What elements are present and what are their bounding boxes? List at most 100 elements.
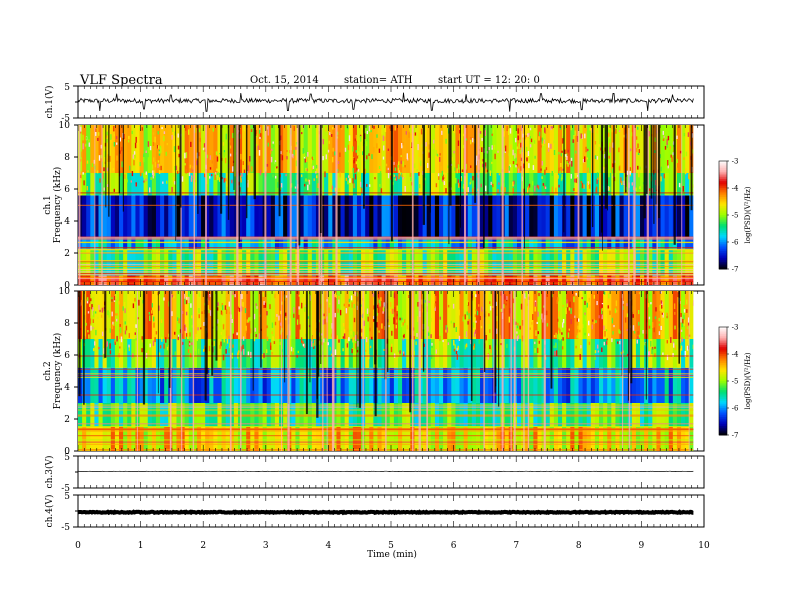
ch1-spectrogram-speckle	[86, 160, 89, 164]
ch2-spectrogram-speckle	[402, 322, 404, 326]
ch2-spectrogram-speckle	[666, 312, 668, 317]
ch2-spectrogram-cell	[652, 427, 658, 451]
ch2-spectrogram-streak	[157, 291, 159, 394]
ch2-spectrogram-speckle	[642, 330, 644, 334]
ch1-spectrogram-speckle	[358, 155, 360, 160]
ch2-spectrogram-colorbar-cell	[719, 359, 727, 362]
ch2-spectrogram-cell	[615, 291, 621, 339]
ch1-spectrogram-speckle	[171, 135, 173, 140]
ch1-spectrogram-cell	[336, 173, 342, 196]
ch1-spectrogram-speckle	[143, 153, 145, 157]
ch1-spectrogram-colorbar-cell	[719, 238, 727, 241]
ch1-spectrogram-speckle	[492, 128, 494, 134]
ch1-spectrogram-speckle	[247, 182, 249, 188]
ch1-spectrogram-cell	[689, 195, 694, 237]
ch1-spectrogram-streak	[624, 125, 627, 193]
ch1-spectrogram-cell	[307, 125, 313, 173]
ch1-spectrogram-speckle	[503, 131, 505, 137]
ch2-spectrogram-speckle	[115, 294, 117, 300]
ch1-spectrogram-speckle	[676, 135, 678, 139]
ch2-spectrogram-speckle	[292, 351, 294, 355]
ch2-spectrogram-speckle	[420, 351, 423, 356]
ch2-spectrogram-speckle	[369, 345, 372, 349]
ch1-spectrogram-cell	[246, 249, 251, 276]
ch1-spectrogram-speckle	[596, 178, 598, 184]
ch1-spectrogram-speckle	[637, 152, 640, 155]
ch1-spectrogram-cell	[106, 237, 112, 250]
ch1-spectrogram-streak	[474, 125, 477, 203]
ch1-spectrogram-speckle	[151, 164, 154, 170]
ch1-spectrogram-cell	[143, 237, 149, 250]
ch1-spectrogram-streak	[233, 125, 235, 190]
ch2-spectrogram-speckle	[124, 308, 126, 314]
ch2-spectrogram-speckle	[476, 310, 479, 316]
ch1-spectrogram-colorbar-cell	[719, 175, 727, 178]
ch2-spectrogram-speckle	[167, 345, 170, 349]
ch1-spectrogram-cell	[114, 195, 120, 237]
ch2-spectrogram-colorbar-cell	[719, 384, 727, 387]
ch1-spectrogram-speckle	[134, 154, 136, 159]
ch1-spectrogram-cell	[324, 275, 329, 285]
ch2-spectrogram-speckle	[458, 335, 461, 341]
ch2-spectrogram-speckle	[681, 337, 683, 342]
ch1-spectrogram-speckle	[410, 177, 412, 182]
ch2-spectrogram-speckle	[182, 341, 184, 345]
ch2-spectrogram-speckle	[165, 337, 167, 343]
ch1-spectrogram-colorbar-cell	[719, 247, 727, 250]
ch2-spectrogram-speckle	[607, 305, 609, 309]
ch2-spectrogram-cell	[209, 367, 214, 403]
ch1-spectrogram-streak	[390, 125, 393, 242]
ch1-spectrogram-speckle	[173, 146, 176, 153]
ch2-spectrogram-colorbar-tick-label: -7	[732, 432, 739, 440]
ch2-spectrogram-speckle	[354, 343, 357, 349]
ch1-spectrogram-streak	[673, 125, 676, 245]
ch1-spectrogram-cell	[344, 275, 350, 285]
ch2-spectrogram-streak	[240, 291, 242, 451]
ch2-spectrogram-speckle	[584, 300, 586, 305]
ch2-spectrogram-cell	[295, 367, 301, 403]
ch1-spectrogram-cell	[369, 237, 374, 250]
ch2-frequency-label: Frequency (kHz)	[52, 333, 63, 410]
ch2-spectrogram-cell	[196, 427, 202, 451]
ch2-spectrogram-speckle	[253, 313, 256, 320]
ch2-spectrogram-speckle	[660, 300, 663, 304]
ch4-ytick-bottom: -5	[61, 523, 70, 533]
ch1-spectrogram-cell	[676, 237, 682, 250]
ch2-spectrogram-cell	[516, 367, 522, 403]
ch2-spectrogram-speckle	[208, 345, 211, 352]
ch1-spectrogram-streak	[681, 125, 683, 285]
ch1-spectrogram-cell	[541, 195, 547, 237]
ch1-spectrogram-cell	[352, 195, 358, 237]
ch1-spectrogram-speckle	[481, 147, 483, 152]
ch2-spectrogram-speckle	[106, 311, 109, 315]
ch1-spectrogram-speckle	[595, 186, 598, 193]
ch2-spectrogram-cell	[90, 339, 96, 368]
ch1-spectrogram-cell	[397, 195, 403, 237]
ch2-spectrogram-speckle	[113, 295, 116, 301]
ch1-spectrogram-speckle	[396, 162, 398, 166]
ch1-spectrogram-cell	[196, 249, 202, 276]
ch1-spectrogram-cell	[106, 249, 112, 276]
ch1-spectrogram-cell	[393, 125, 399, 173]
ch1-spectrogram-speckle	[231, 179, 233, 184]
ch1-spectrogram-speckle	[587, 167, 589, 173]
ch1-spectrogram-cell	[90, 195, 96, 237]
ch1-spectrogram-cell	[356, 275, 362, 285]
ch1-spectrogram-speckle	[354, 173, 357, 180]
ch2-spectrogram-cell	[127, 291, 132, 339]
ch1-spectrogram-cell	[496, 195, 502, 237]
ch2-spectrogram-speckle	[650, 340, 652, 347]
ch1-spectrogram-speckle	[106, 131, 108, 136]
ch2-spectrogram-cell	[365, 291, 370, 339]
ch1-ytick-bottom: -5	[61, 114, 70, 124]
x-tick-label: 4	[326, 541, 332, 551]
ch1-spectrogram-colorbar-cell	[719, 170, 727, 173]
ch1-spectrogram-speckle	[280, 151, 282, 155]
ch2-spectrogram-speckle	[271, 331, 273, 334]
ch1-spectrogram-cell	[471, 195, 477, 237]
ch1-spectrogram-colorbar-cell	[719, 200, 727, 203]
ch2-spectrogram-speckle	[225, 330, 228, 336]
ch1-spectrogram-speckle	[153, 170, 155, 176]
ch2-spectrogram-cell	[451, 339, 457, 368]
ch2-spectrogram-speckle	[94, 341, 96, 346]
